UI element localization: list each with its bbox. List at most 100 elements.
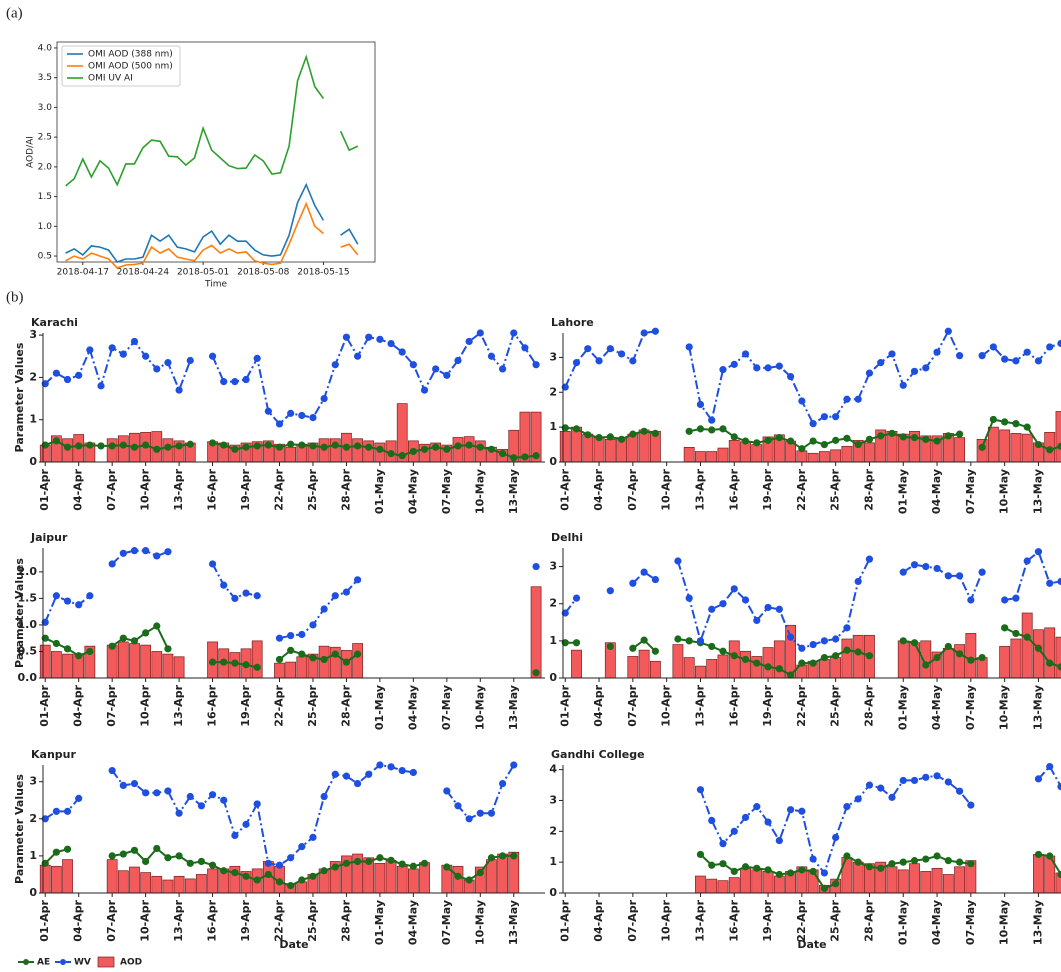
data-point (651, 429, 659, 438)
y-tick-label: 2.0 (18, 565, 38, 578)
data-point (865, 555, 874, 563)
x-tick-label: 10-Apr (139, 899, 152, 941)
y-tick-label: 3 (549, 350, 557, 363)
data-point (708, 416, 716, 424)
data-point (63, 807, 72, 815)
data-point (1001, 418, 1009, 426)
chart-title: Gandhi College (551, 748, 645, 761)
x-tick-label: 19-Apr (761, 684, 774, 726)
data-point (832, 436, 840, 444)
data-point (52, 437, 60, 445)
data-point (63, 443, 72, 451)
data-point (298, 843, 306, 851)
data-point (499, 779, 507, 788)
data-point (142, 629, 150, 637)
data-point (153, 552, 161, 560)
data-point (719, 840, 727, 848)
x-tick-label: 22-Apr (272, 899, 285, 941)
data-point (629, 357, 637, 365)
data-point (786, 869, 795, 877)
x-tick-label: 13-May (507, 685, 520, 730)
data-point (809, 855, 817, 863)
data-point (775, 433, 783, 442)
data-point (108, 560, 116, 568)
data-point (253, 800, 261, 808)
bar (1033, 854, 1044, 894)
x-tick-label: 25-Apr (306, 468, 319, 510)
data-point (52, 639, 60, 648)
data-point (1046, 579, 1054, 587)
data-point (1034, 644, 1043, 652)
data-point (888, 350, 896, 358)
bar (852, 861, 864, 894)
x-tick-label: 13-May (507, 469, 520, 514)
data-point (208, 560, 217, 568)
y-tick-label: 1.5 (38, 192, 52, 202)
data-point (119, 350, 127, 358)
data-point (989, 415, 997, 424)
bar (129, 866, 140, 894)
bar (1055, 636, 1061, 679)
x-tick-label: 19-Apr (239, 899, 252, 941)
data-point (331, 650, 339, 658)
data-point (499, 449, 507, 458)
data-point (1023, 348, 1031, 356)
data-point (164, 443, 172, 451)
data-point (142, 547, 150, 555)
x-tick-label: 19-Apr (239, 468, 252, 510)
data-point (674, 635, 682, 643)
data-point (175, 809, 183, 817)
data-point (1034, 850, 1043, 859)
plot-frame (56, 41, 376, 263)
data-point (730, 585, 738, 593)
data-point (398, 348, 406, 356)
bar (728, 877, 740, 894)
x-tick-label: 01-Apr (38, 899, 51, 941)
data-point (775, 836, 783, 845)
bar (954, 866, 966, 894)
data-point (331, 770, 339, 778)
x-tick-label: 22-Apr (795, 899, 808, 941)
data-point (487, 445, 496, 453)
bar (740, 650, 751, 679)
data-point (63, 375, 72, 384)
data-point (696, 637, 705, 645)
x-tick-label: 01-Apr (38, 684, 51, 726)
data-point (989, 343, 997, 351)
x-tick-label: 04-May (406, 685, 419, 730)
x-tick-label: 2018-04-24 (117, 268, 170, 278)
data-point (197, 857, 206, 866)
data-point (809, 640, 817, 649)
bar (886, 866, 898, 894)
data-point (584, 345, 592, 353)
data-point (443, 863, 451, 871)
data-point (75, 442, 83, 450)
bar (530, 586, 542, 679)
data-point (197, 802, 206, 810)
data-point (888, 860, 896, 868)
y-tick-label: 3.5 (38, 73, 52, 83)
data-point (1012, 357, 1020, 365)
data-point (910, 367, 919, 375)
data-point (719, 647, 727, 655)
data-point (967, 801, 975, 809)
data-point (454, 356, 462, 365)
y-tick-label: 2 (549, 385, 557, 398)
data-point (164, 787, 172, 795)
data-point (719, 425, 727, 433)
data-point (376, 854, 384, 862)
data-point (175, 386, 183, 394)
x-tick-label: 10-May (473, 685, 486, 730)
bar (695, 451, 706, 463)
data-point (719, 366, 727, 374)
data-point (309, 621, 317, 629)
data-point (409, 768, 417, 777)
x-tick-label: 07-May (440, 685, 453, 730)
data-point (75, 794, 83, 802)
data-point (164, 854, 172, 862)
x-tick-label: 01-May (373, 469, 386, 514)
data-point (220, 378, 228, 386)
bar (140, 872, 152, 894)
data-point (510, 852, 518, 860)
